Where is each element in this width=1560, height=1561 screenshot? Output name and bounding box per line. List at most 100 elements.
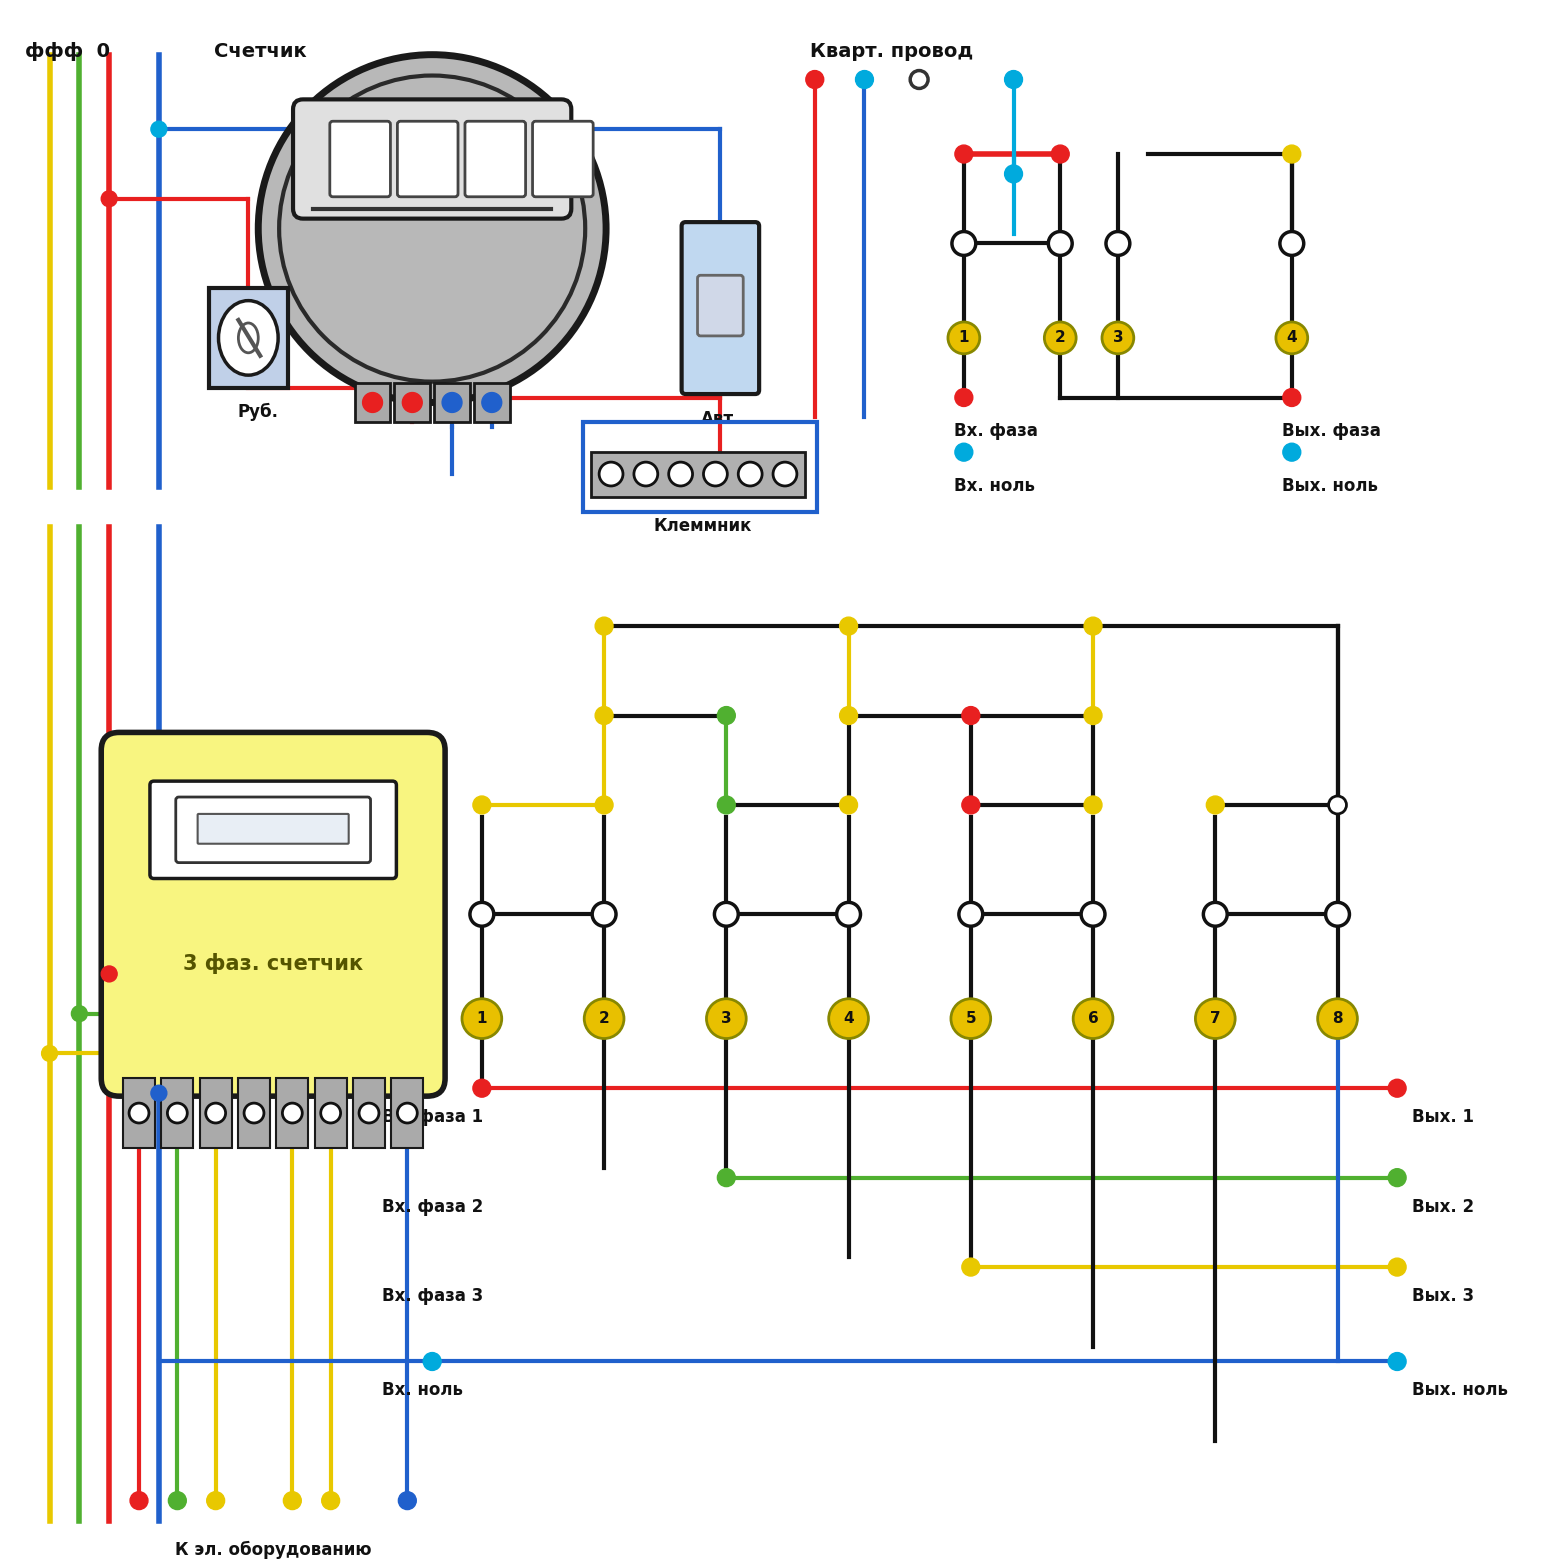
Circle shape bbox=[1206, 796, 1225, 813]
Circle shape bbox=[42, 1046, 58, 1061]
Text: Вх. ноль: Вх. ноль bbox=[953, 478, 1034, 495]
Circle shape bbox=[167, 1104, 187, 1122]
Circle shape bbox=[774, 462, 797, 485]
Circle shape bbox=[828, 999, 869, 1038]
FancyBboxPatch shape bbox=[532, 122, 593, 197]
Text: Вых. ноль: Вых. ноль bbox=[1412, 1381, 1509, 1399]
FancyBboxPatch shape bbox=[239, 1079, 270, 1147]
Circle shape bbox=[1388, 1352, 1406, 1371]
Circle shape bbox=[1081, 902, 1104, 926]
Circle shape bbox=[129, 1104, 148, 1122]
Circle shape bbox=[807, 70, 824, 89]
Circle shape bbox=[704, 462, 727, 485]
FancyBboxPatch shape bbox=[198, 813, 349, 845]
FancyBboxPatch shape bbox=[209, 289, 289, 387]
Circle shape bbox=[1329, 796, 1346, 813]
Text: 3 фаз. счетчик: 3 фаз. счетчик bbox=[183, 954, 363, 974]
FancyBboxPatch shape bbox=[697, 275, 743, 336]
FancyBboxPatch shape bbox=[200, 1079, 231, 1147]
Text: Вх. фаза 1: Вх. фаза 1 bbox=[382, 1108, 484, 1125]
Text: 4: 4 bbox=[1287, 331, 1296, 345]
Text: Вых. 2: Вых. 2 bbox=[1412, 1197, 1474, 1216]
FancyBboxPatch shape bbox=[591, 453, 805, 496]
Circle shape bbox=[151, 122, 167, 137]
Circle shape bbox=[1282, 389, 1301, 406]
Text: Вх. фаза 3: Вх. фаза 3 bbox=[382, 1286, 484, 1305]
Circle shape bbox=[1388, 1169, 1406, 1186]
Circle shape bbox=[955, 443, 973, 460]
Circle shape bbox=[423, 1352, 441, 1371]
FancyBboxPatch shape bbox=[329, 122, 390, 197]
Circle shape bbox=[596, 796, 613, 813]
Ellipse shape bbox=[239, 323, 259, 353]
Circle shape bbox=[952, 231, 975, 256]
FancyBboxPatch shape bbox=[101, 732, 445, 1096]
Circle shape bbox=[284, 1492, 301, 1509]
Circle shape bbox=[101, 966, 117, 982]
Text: Вх. фаза 2: Вх. фаза 2 bbox=[382, 1197, 484, 1216]
Text: 7: 7 bbox=[1211, 1012, 1220, 1026]
Circle shape bbox=[1326, 902, 1349, 926]
Circle shape bbox=[398, 1104, 417, 1122]
Circle shape bbox=[593, 902, 616, 926]
Circle shape bbox=[1051, 145, 1069, 162]
FancyBboxPatch shape bbox=[474, 382, 510, 423]
Circle shape bbox=[855, 70, 874, 89]
FancyBboxPatch shape bbox=[395, 382, 431, 423]
FancyBboxPatch shape bbox=[176, 798, 371, 863]
Circle shape bbox=[482, 392, 502, 412]
Circle shape bbox=[952, 999, 991, 1038]
Text: 3: 3 bbox=[1112, 331, 1123, 345]
Circle shape bbox=[707, 999, 746, 1038]
FancyBboxPatch shape bbox=[123, 1079, 154, 1147]
Circle shape bbox=[321, 1492, 340, 1509]
Text: Вых. 3: Вых. 3 bbox=[1412, 1286, 1474, 1305]
FancyBboxPatch shape bbox=[276, 1079, 309, 1147]
Circle shape bbox=[963, 796, 980, 813]
Text: Авт.: Авт. bbox=[700, 411, 739, 428]
Circle shape bbox=[1084, 617, 1101, 635]
Circle shape bbox=[1084, 796, 1101, 813]
Circle shape bbox=[1388, 1079, 1406, 1097]
Circle shape bbox=[359, 1104, 379, 1122]
Circle shape bbox=[259, 55, 607, 403]
Circle shape bbox=[669, 462, 693, 485]
FancyBboxPatch shape bbox=[150, 780, 396, 879]
Circle shape bbox=[955, 389, 973, 406]
Text: Вых. 1: Вых. 1 bbox=[1412, 1108, 1474, 1125]
Circle shape bbox=[101, 190, 117, 206]
Circle shape bbox=[963, 707, 980, 724]
Circle shape bbox=[473, 796, 491, 813]
Circle shape bbox=[470, 902, 495, 926]
Text: Клеммник: Клеммник bbox=[654, 517, 752, 535]
Text: 6: 6 bbox=[1087, 1012, 1098, 1026]
Text: 2: 2 bbox=[599, 1012, 610, 1026]
Circle shape bbox=[1276, 322, 1307, 354]
FancyBboxPatch shape bbox=[353, 1079, 385, 1147]
Circle shape bbox=[596, 707, 613, 724]
Text: ффф  0: ффф 0 bbox=[25, 42, 109, 61]
Text: Счетчик: Счетчик bbox=[214, 42, 306, 61]
Circle shape bbox=[1318, 999, 1357, 1038]
FancyBboxPatch shape bbox=[465, 122, 526, 197]
FancyBboxPatch shape bbox=[315, 1079, 346, 1147]
Circle shape bbox=[402, 392, 423, 412]
Circle shape bbox=[909, 70, 928, 89]
Circle shape bbox=[207, 1492, 225, 1509]
Circle shape bbox=[585, 999, 624, 1038]
Circle shape bbox=[596, 617, 613, 635]
Text: Вых. фаза: Вых. фаза bbox=[1282, 423, 1381, 440]
Circle shape bbox=[738, 462, 763, 485]
Circle shape bbox=[1005, 165, 1022, 183]
Text: 5: 5 bbox=[966, 1012, 977, 1026]
Circle shape bbox=[963, 1258, 980, 1275]
Text: К эл. оборудованию: К эл. оборудованию bbox=[175, 1541, 371, 1558]
Circle shape bbox=[151, 1085, 167, 1101]
Circle shape bbox=[718, 796, 735, 813]
FancyBboxPatch shape bbox=[354, 382, 390, 423]
Circle shape bbox=[839, 707, 858, 724]
Text: Вх. ноль: Вх. ноль bbox=[382, 1381, 463, 1399]
Circle shape bbox=[1106, 231, 1129, 256]
Circle shape bbox=[959, 902, 983, 926]
Ellipse shape bbox=[218, 301, 278, 375]
